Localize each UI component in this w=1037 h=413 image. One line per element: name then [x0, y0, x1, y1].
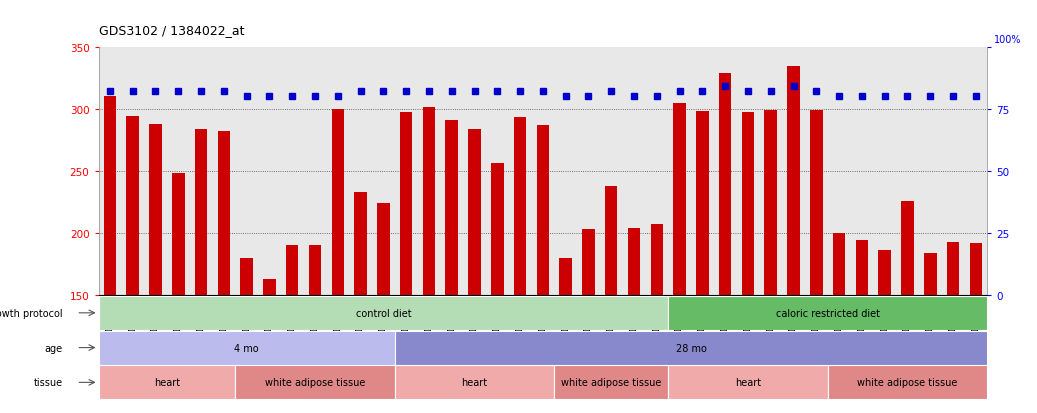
Bar: [104, 97, 116, 295]
Bar: [901, 201, 914, 295]
Bar: [554, 366, 668, 399]
Bar: [582, 230, 594, 295]
Bar: [810, 111, 822, 295]
Text: tissue: tissue: [34, 377, 63, 387]
Bar: [99, 296, 668, 330]
Bar: [469, 129, 481, 295]
Bar: [309, 246, 321, 295]
Bar: [492, 164, 504, 295]
Text: heart: heart: [461, 377, 487, 387]
Bar: [673, 103, 685, 295]
Bar: [828, 366, 987, 399]
Bar: [627, 228, 640, 295]
Bar: [650, 225, 663, 295]
Text: age: age: [45, 343, 63, 353]
Bar: [719, 74, 731, 295]
Bar: [924, 253, 936, 295]
Bar: [668, 296, 987, 330]
Bar: [513, 118, 527, 295]
Bar: [235, 366, 395, 399]
Text: control diet: control diet: [356, 308, 411, 318]
Bar: [218, 132, 230, 295]
Bar: [355, 192, 367, 295]
Bar: [99, 366, 235, 399]
Bar: [947, 242, 959, 295]
Bar: [787, 67, 800, 295]
Bar: [446, 121, 458, 295]
Text: GDS3102 / 1384022_at: GDS3102 / 1384022_at: [99, 24, 244, 37]
Text: white adipose tissue: white adipose tissue: [561, 377, 662, 387]
Bar: [833, 233, 845, 295]
Bar: [400, 113, 413, 295]
Bar: [172, 174, 185, 295]
Bar: [668, 366, 828, 399]
Bar: [195, 129, 207, 295]
Text: white adipose tissue: white adipose tissue: [858, 377, 957, 387]
Bar: [605, 186, 617, 295]
Text: heart: heart: [735, 377, 761, 387]
Bar: [741, 113, 754, 295]
Text: caloric restricted diet: caloric restricted diet: [776, 308, 879, 318]
Bar: [856, 241, 868, 295]
Text: white adipose tissue: white adipose tissue: [264, 377, 365, 387]
Bar: [395, 366, 554, 399]
Bar: [149, 124, 162, 295]
Bar: [99, 331, 395, 365]
Bar: [878, 251, 891, 295]
Bar: [377, 204, 390, 295]
Text: 4 mo: 4 mo: [234, 343, 259, 353]
Text: 28 mo: 28 mo: [675, 343, 706, 353]
Bar: [764, 111, 777, 295]
Bar: [970, 243, 982, 295]
Text: growth protocol: growth protocol: [0, 308, 63, 318]
Bar: [241, 258, 253, 295]
Bar: [696, 112, 708, 295]
Bar: [536, 126, 550, 295]
Bar: [263, 279, 276, 295]
Bar: [127, 117, 139, 295]
Bar: [559, 258, 572, 295]
Bar: [423, 108, 436, 295]
Bar: [395, 331, 987, 365]
Text: 100%: 100%: [994, 35, 1021, 45]
Bar: [286, 246, 299, 295]
Bar: [332, 109, 344, 295]
Text: heart: heart: [153, 377, 180, 387]
